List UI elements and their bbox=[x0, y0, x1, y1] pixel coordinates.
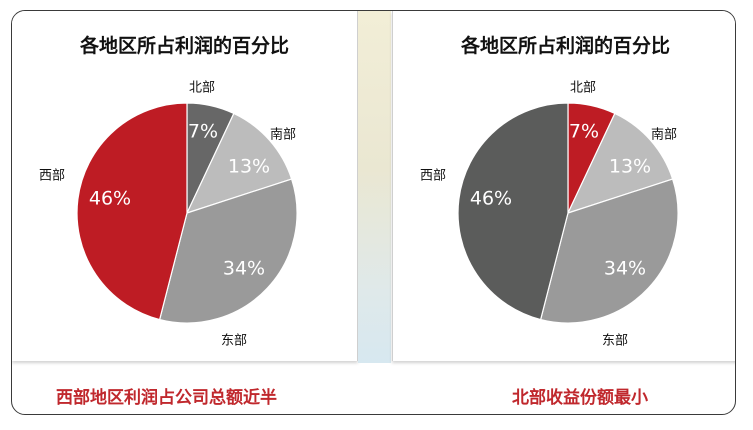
data-label-3: 46% bbox=[89, 188, 131, 210]
pie-slice-left-2 bbox=[158, 178, 298, 324]
category-label-3: 西部 bbox=[39, 169, 65, 184]
right-pie-chart: 7% 北部 13%南部 34% 东部 46% 西部 bbox=[420, 81, 679, 349]
right-chart-panel: 各地区所占利润的百分比 7% 北部 13% 南部 34% 东部 46% 西部 bbox=[392, 11, 735, 361]
data-label-2: 34% bbox=[223, 258, 265, 280]
pie-slice-right-1 bbox=[566, 112, 674, 214]
panel-divider bbox=[358, 11, 391, 363]
pie-slice-left-3 bbox=[76, 102, 188, 321]
category-label-2: 东部 bbox=[602, 334, 628, 349]
category-label-1: 南部 bbox=[270, 127, 296, 143]
right-caption: 北部收益份额最小 bbox=[512, 388, 648, 408]
right-chart-title: 各地区所占利润的百分比 bbox=[460, 35, 670, 57]
pie-slice-left-1 bbox=[185, 112, 293, 214]
left-pie-chart: 7% 北部 13%南部 34% 东部 46% 西部 bbox=[39, 81, 298, 349]
data-label-0: 7% bbox=[188, 121, 218, 143]
data-label-1: 13% bbox=[609, 156, 651, 178]
category-label-0: 北部 bbox=[570, 81, 596, 96]
data-label-3: 46% bbox=[470, 188, 512, 210]
left-chart-panel: 各地区所占利润的百分比 7% 北部 13% 南部 34% 东部 46% 西部 bbox=[12, 11, 358, 361]
data-label-0: 7% bbox=[569, 121, 599, 143]
category-label-0: 北部 bbox=[189, 81, 215, 96]
category-label-2: 东部 bbox=[221, 334, 247, 349]
category-label-3: 西部 bbox=[420, 169, 446, 184]
data-label-1: 13% bbox=[228, 156, 270, 178]
pie-slice-right-2 bbox=[539, 178, 679, 324]
left-chart-title: 各地区所占利润的百分比 bbox=[79, 35, 289, 57]
pie-slice-right-3 bbox=[457, 102, 569, 321]
category-label-1: 南部 bbox=[651, 127, 677, 143]
data-label-2: 34% bbox=[604, 258, 646, 280]
left-caption: 西部地区利润占公司总额近半 bbox=[56, 388, 277, 408]
slide-frame: 各地区所占利润的百分比 7% 北部 13% 南部 34% 东部 46% 西部 各地区所占利润的… bbox=[11, 10, 736, 415]
